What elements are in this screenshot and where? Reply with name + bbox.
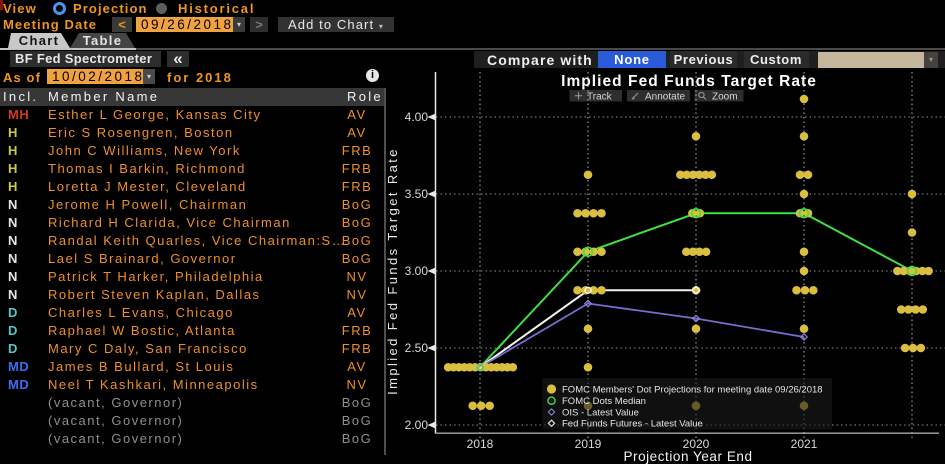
svg-text:Track: Track [587, 92, 613, 103]
svg-text:FOMC Members' Dot Projections: FOMC Members' Dot Projections for meetin… [562, 384, 823, 395]
svg-text:Projection Year End: Projection Year End [623, 449, 752, 464]
svg-text:Fed Funds Futures - Latest Val: Fed Funds Futures - Latest Value [562, 419, 703, 430]
svg-text:Implied Fed Funds Target Rate: Implied Fed Funds Target Rate [561, 73, 817, 90]
svg-text:4.00: 4.00 [405, 110, 429, 124]
svg-text:FOMC Dots Median: FOMC Dots Median [562, 396, 646, 407]
svg-text:2.50: 2.50 [405, 341, 429, 355]
svg-text:2020: 2020 [683, 437, 710, 451]
svg-text:2.00: 2.00 [405, 418, 429, 432]
svg-text:3.00: 3.00 [405, 264, 429, 278]
svg-text:Implied Fed Funds Target Rate: Implied Fed Funds Target Rate [385, 147, 400, 395]
svg-text:Annotate: Annotate [645, 92, 685, 103]
svg-text:OIS - Latest Value: OIS - Latest Value [562, 407, 639, 418]
svg-text:2018: 2018 [467, 437, 494, 451]
svg-text:2021: 2021 [791, 437, 818, 451]
svg-text:3.50: 3.50 [405, 187, 429, 201]
svg-text:2019: 2019 [575, 437, 602, 451]
svg-text:Zoom: Zoom [712, 92, 738, 103]
